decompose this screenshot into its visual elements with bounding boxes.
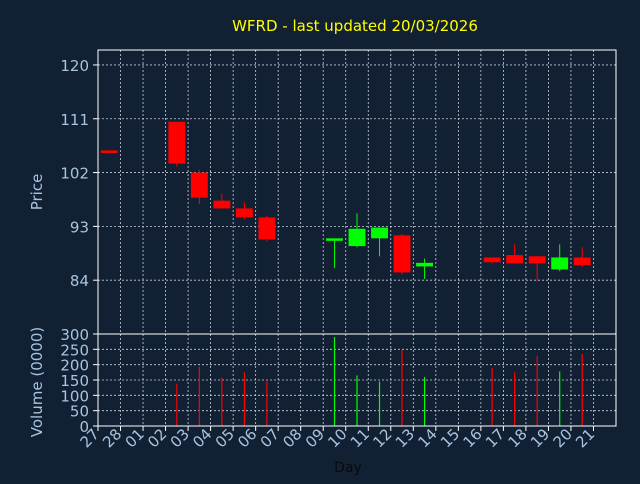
- candle-body: [528, 256, 546, 264]
- volume-tick-label: 0: [79, 418, 89, 436]
- price-panel-frame: [97, 49, 617, 335]
- candle-body: [483, 257, 501, 263]
- candle: [190, 169, 208, 205]
- x-axis-label: Day: [334, 460, 362, 476]
- candle-body: [258, 217, 276, 240]
- candle-body: [573, 257, 591, 266]
- volume-tick-label: 300: [60, 326, 89, 344]
- candle: [528, 256, 546, 282]
- candle: [573, 247, 591, 268]
- price-panel: 84 93 102 111 120: [60, 49, 617, 335]
- candle: [506, 244, 524, 264]
- candle-body: [326, 238, 343, 241]
- price-tick-label: 93: [70, 218, 89, 236]
- candle-body: [371, 227, 388, 239]
- volume-tick-label: 250: [60, 341, 89, 359]
- volume-axis-label: Volume (0000): [28, 327, 46, 437]
- candle: [235, 202, 253, 220]
- volume-tick-label: 200: [60, 357, 89, 375]
- x-tick-label: 21: [572, 425, 598, 451]
- volume-tick-label: 50: [70, 403, 89, 421]
- price-axis-label: Price: [28, 174, 46, 211]
- price-tick-label: 111: [60, 111, 89, 129]
- chart-title: WFRD - last updated 20/03/2026: [232, 17, 478, 35]
- candle: [371, 227, 388, 257]
- volume-tick-label: 150: [60, 372, 89, 390]
- candle-body: [100, 150, 118, 153]
- price-tick-label: 120: [60, 57, 89, 75]
- candle: [326, 238, 343, 269]
- candle-body: [190, 172, 208, 198]
- candle-body: [348, 228, 366, 247]
- candle: [213, 193, 231, 209]
- candle-body: [551, 257, 569, 270]
- candle: [393, 234, 411, 275]
- price-tick-label: 84: [70, 272, 89, 290]
- volume-panel-frame: [97, 333, 617, 427]
- candle-body: [506, 255, 524, 264]
- volume-tick-label: 100: [60, 387, 89, 405]
- candle: [483, 257, 501, 264]
- candle: [258, 215, 276, 242]
- x-axis: 2728010203040506070809101112131415161718…: [77, 425, 599, 451]
- candle: [416, 258, 434, 279]
- candle: [168, 121, 186, 167]
- candle-body: [235, 208, 253, 218]
- candle-body: [393, 235, 411, 273]
- candle: [348, 213, 366, 248]
- candle-body: [213, 200, 231, 209]
- candle-body: [416, 262, 434, 267]
- price-tick-label: 102: [60, 165, 89, 183]
- candle: [551, 244, 569, 272]
- candle-body: [168, 121, 186, 164]
- candle: [100, 150, 118, 153]
